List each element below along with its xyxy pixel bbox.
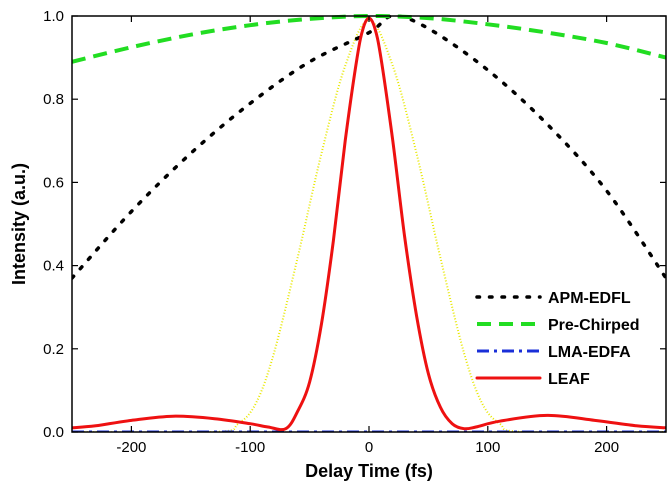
plot-frame <box>71 15 667 433</box>
x-tick-label: 0 <box>365 439 373 456</box>
legend-label: Pre-Chirped <box>548 317 640 334</box>
series-line-unlabeled-4 <box>72 19 666 432</box>
y-tick-label: 0.4 <box>43 258 64 275</box>
legend: APM-EDFL Pre-Chirped LMA-EDFA LEAF <box>475 290 640 388</box>
y-tick-label: 0.8 <box>43 91 64 108</box>
series-line-apm-edfl <box>72 14 666 280</box>
series-line-leaf <box>72 16 666 432</box>
series-layer <box>72 13 666 432</box>
legend-label: LMA-EDFA <box>548 344 631 361</box>
y-tick-label: 0.0 <box>43 424 64 441</box>
legend-label: LEAF <box>548 371 590 388</box>
y-axis-title: Intensity (a.u.) <box>9 163 29 285</box>
x-tick-label: 100 <box>475 439 500 456</box>
legend-label: APM-EDFL <box>548 290 631 307</box>
x-tick-label: 200 <box>594 439 619 456</box>
x-axis-title: Delay Time (fs) <box>305 461 433 481</box>
series-line-pre-chirped <box>72 13 666 64</box>
y-tick-label: 0.2 <box>43 341 64 358</box>
ticks-layer: -200 -100 0 100 200 0.0 0.2 0.4 0.6 0.8 1.0 <box>43 8 666 456</box>
y-tick-label: 0.6 <box>43 174 64 191</box>
yellow-series-layer <box>72 19 666 432</box>
y-tick-label: 1.0 <box>43 8 64 25</box>
x-tick-label: -100 <box>235 439 265 456</box>
x-tick-label: -200 <box>116 439 146 456</box>
